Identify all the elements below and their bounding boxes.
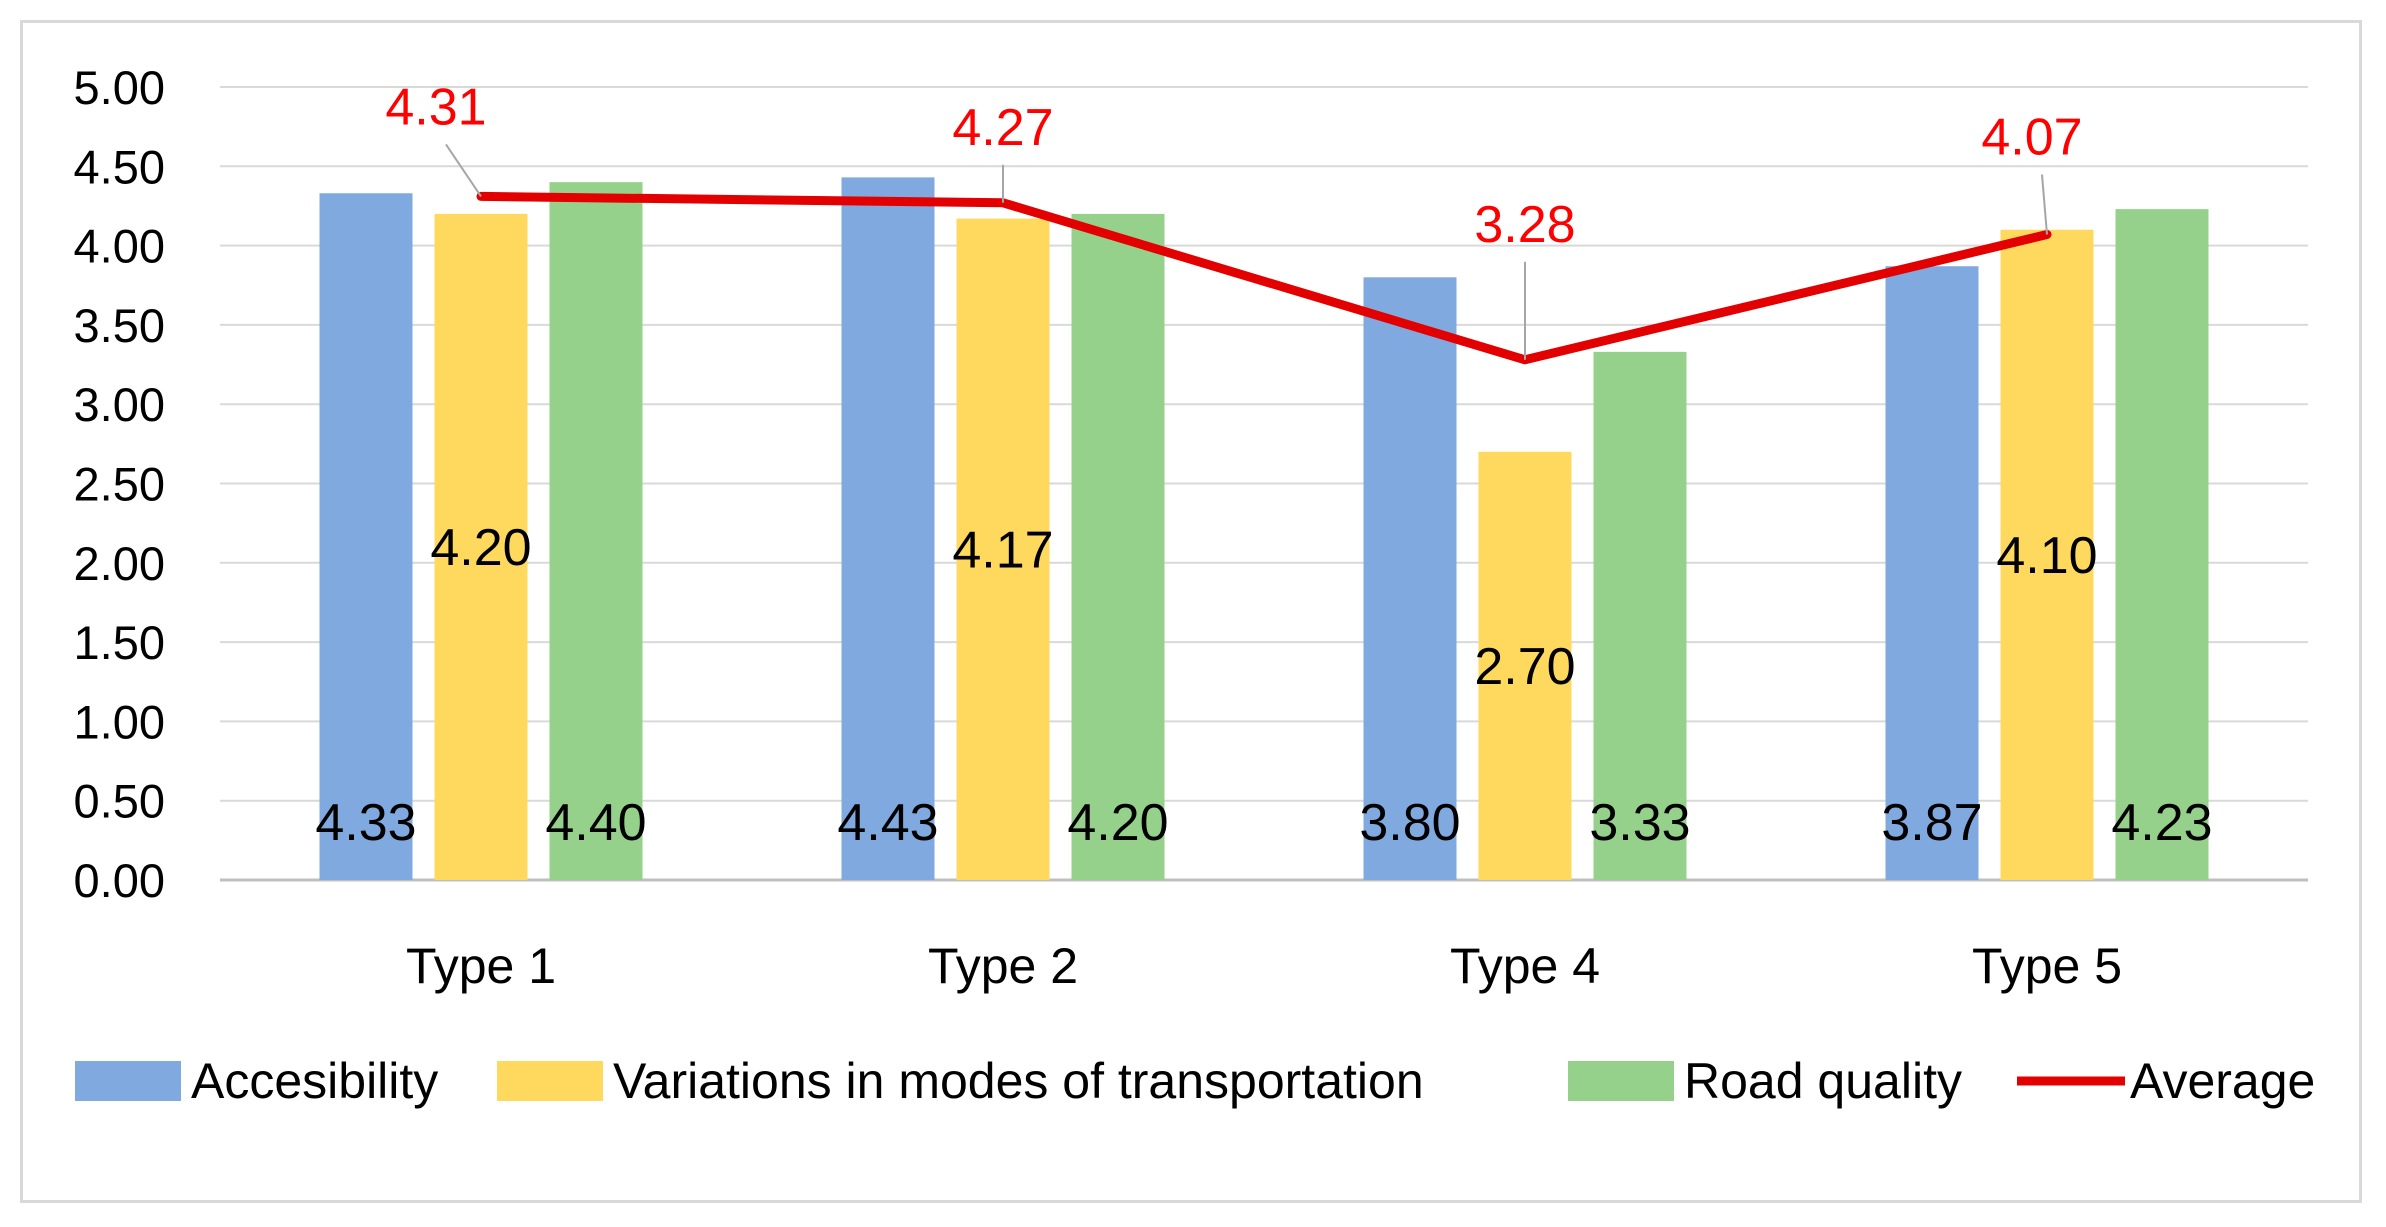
data-label-road-quality: 4.40 — [545, 794, 646, 852]
legend-item-variations-in-modes-of-transportation: Variations in modes of transportation — [497, 1053, 1424, 1109]
average-leader-line — [2041, 174, 2048, 235]
average-data-label: 4.31 — [385, 78, 486, 136]
bar-accesibility — [319, 193, 413, 881]
legend-label: Variations in modes of transportation — [613, 1053, 1424, 1109]
average-data-label: 4.27 — [952, 99, 1053, 157]
data-label-variations-in-modes-of-transportation: 4.10 — [1996, 527, 2097, 585]
legend-swatch — [497, 1061, 603, 1101]
average-line — [476, 191, 2052, 365]
data-label-accesibility: 4.33 — [315, 794, 416, 852]
y-tick-label: 4.00 — [74, 220, 165, 273]
bar-road-quality — [549, 182, 643, 880]
y-tick-label: 2.50 — [74, 458, 165, 511]
average-data-label: 4.07 — [1981, 108, 2082, 166]
data-label-road-quality: 4.23 — [2111, 794, 2212, 852]
x-category-label: Type 1 — [406, 938, 556, 994]
y-tick-label: 3.00 — [74, 378, 165, 431]
data-label-accesibility: 4.43 — [837, 794, 938, 852]
chart-frame: 4.33 4.43 3.80 3.87 4.20 4.17 2.70 4.10 4.40 4.20… — [20, 20, 2362, 1203]
legend-item-road-quality: Road quality — [1568, 1053, 1962, 1109]
data-label-accesibility: 3.80 — [1359, 794, 1460, 852]
data-label-road-quality: 4.20 — [1067, 794, 1168, 852]
average-data-label: 3.28 — [1474, 196, 1575, 254]
y-tick-label: 5.00 — [74, 61, 165, 114]
bar-variations-in-modes-of-transportation — [434, 213, 528, 880]
legend-swatch — [75, 1061, 181, 1101]
legend-swatch — [1568, 1061, 1674, 1101]
bar-variations-in-modes-of-transportation — [1478, 451, 1572, 880]
legend-item-accesibility: Accesibility — [75, 1053, 438, 1109]
bar-variations-in-modes-of-transportation — [2000, 229, 2094, 881]
x-category-label: Type 2 — [928, 938, 1078, 994]
bar-accesibility — [841, 177, 935, 881]
legend-label: Road quality — [1684, 1053, 1962, 1109]
bar-accesibility — [1363, 277, 1457, 880]
data-label-variations-in-modes-of-transportation: 2.70 — [1474, 638, 1575, 696]
bar-road-quality — [1071, 213, 1165, 880]
y-tick-label: 1.00 — [74, 695, 165, 748]
x-category-label: Type 5 — [1972, 938, 2122, 994]
y-tick-label: 0.50 — [74, 775, 165, 828]
bar-variations-in-modes-of-transportation — [956, 218, 1050, 880]
data-label-variations-in-modes-of-transportation: 4.17 — [952, 521, 1053, 579]
data-label-accesibility: 3.87 — [1881, 794, 1982, 852]
bar-road-quality — [1593, 351, 1687, 880]
legend-label: Average — [2130, 1053, 2315, 1109]
combo-bar-line-chart: 4.33 4.43 3.80 3.87 4.20 4.17 2.70 4.10 4.40 4.20… — [74, 61, 2316, 1109]
bar-road-quality — [2115, 209, 2209, 880]
data-label-road-quality: 3.33 — [1589, 794, 1690, 852]
x-category-label: Type 4 — [1450, 938, 1600, 994]
y-tick-label: 2.00 — [74, 537, 165, 590]
y-tick-label: 3.50 — [74, 299, 165, 352]
y-tick-label: 4.50 — [74, 140, 165, 193]
legend-item-average: Average — [2017, 1053, 2315, 1109]
y-tick-label: 1.50 — [74, 616, 165, 669]
data-label-variations-in-modes-of-transportation: 4.20 — [430, 519, 531, 577]
average-leader-line — [445, 143, 482, 197]
bar-accesibility — [1885, 266, 1979, 880]
legend-label: Accesibility — [191, 1053, 438, 1109]
y-tick-label: 0.00 — [74, 854, 165, 907]
